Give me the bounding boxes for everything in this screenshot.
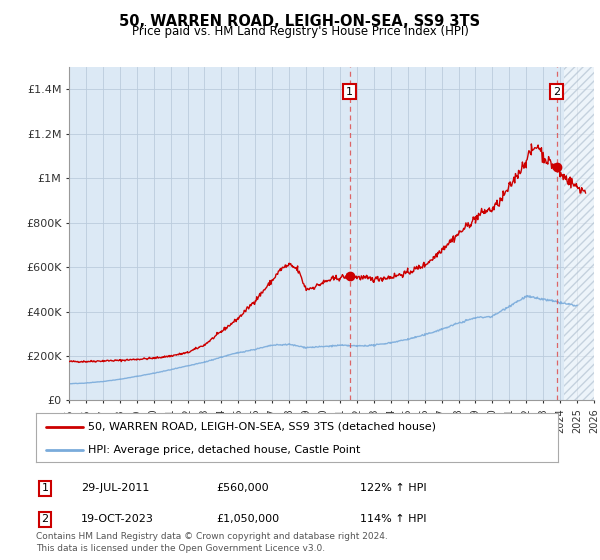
Text: Contains HM Land Registry data © Crown copyright and database right 2024.
This d: Contains HM Land Registry data © Crown c…: [36, 533, 388, 553]
Text: 2: 2: [553, 87, 560, 97]
Text: 1: 1: [346, 87, 353, 97]
Text: 50, WARREN ROAD, LEIGH-ON-SEA, SS9 3TS (detached house): 50, WARREN ROAD, LEIGH-ON-SEA, SS9 3TS (…: [88, 422, 436, 432]
Text: £560,000: £560,000: [216, 483, 269, 493]
Text: 2: 2: [41, 514, 49, 524]
Text: 1: 1: [41, 483, 49, 493]
Text: £1,050,000: £1,050,000: [216, 514, 279, 524]
Text: 19-OCT-2023: 19-OCT-2023: [81, 514, 154, 524]
Text: 122% ↑ HPI: 122% ↑ HPI: [360, 483, 427, 493]
Bar: [565, 67, 594, 400]
Text: 50, WARREN ROAD, LEIGH-ON-SEA, SS9 3TS: 50, WARREN ROAD, LEIGH-ON-SEA, SS9 3TS: [119, 14, 481, 29]
Text: 29-JUL-2011: 29-JUL-2011: [81, 483, 149, 493]
Bar: [565, 67, 594, 400]
Text: Price paid vs. HM Land Registry's House Price Index (HPI): Price paid vs. HM Land Registry's House …: [131, 25, 469, 38]
Text: HPI: Average price, detached house, Castle Point: HPI: Average price, detached house, Cast…: [88, 445, 361, 455]
Text: 114% ↑ HPI: 114% ↑ HPI: [360, 514, 427, 524]
